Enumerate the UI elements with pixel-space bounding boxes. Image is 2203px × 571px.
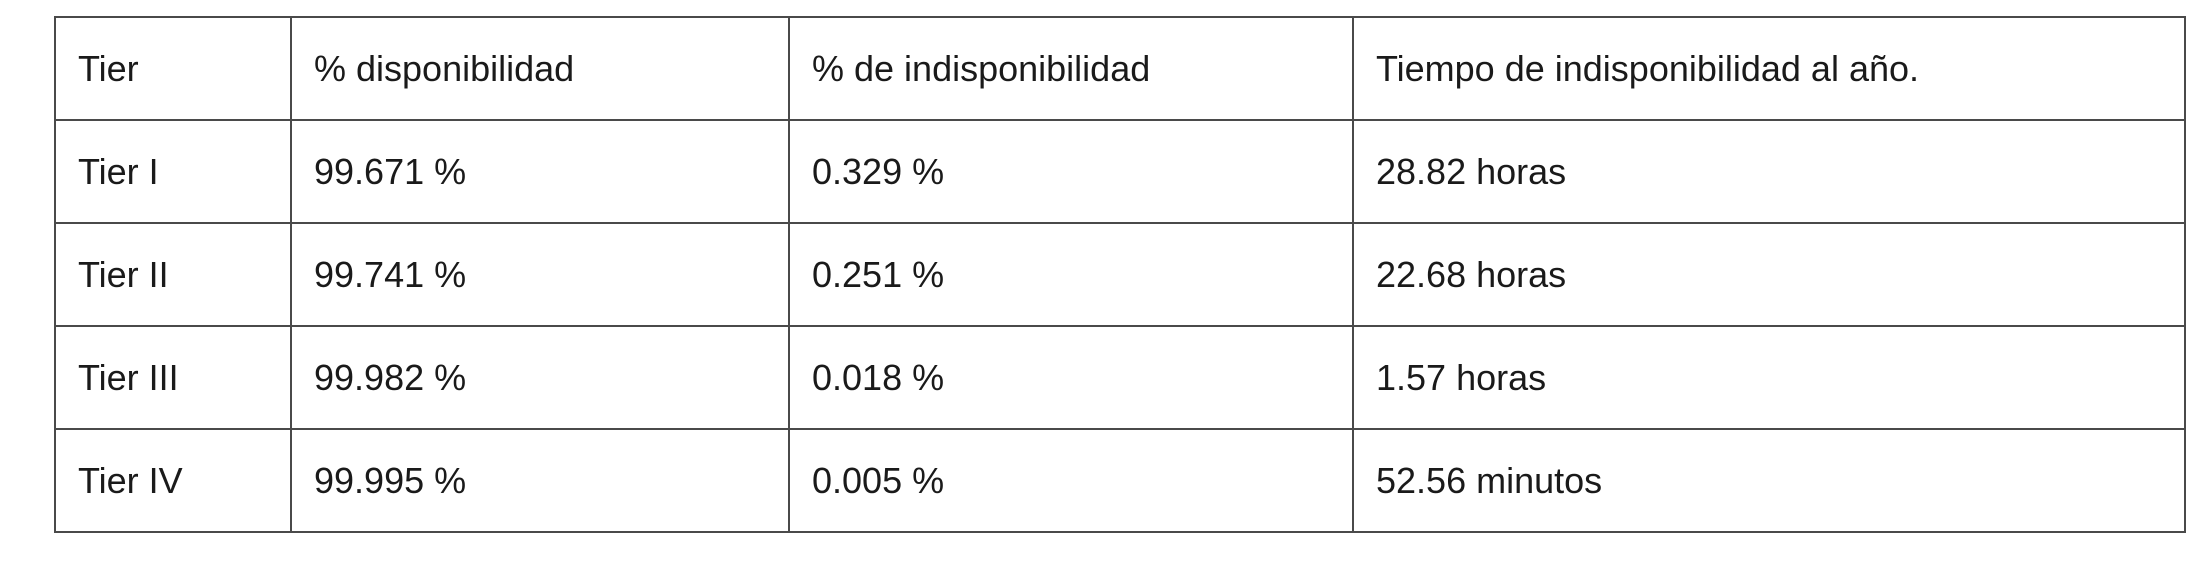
table-header-row: Tier % disponibilidad % de indisponibili…	[54, 16, 2186, 121]
table-row: Tier IV 99.995 % 0.005 % 52.56 minutos	[54, 428, 2186, 533]
tier-cell: Tier IV	[54, 428, 292, 533]
availability-cell: 99.671 %	[290, 119, 790, 224]
tier-availability-table-container: Tier % disponibilidad % de indisponibili…	[54, 16, 2186, 533]
downtime-cell: 1.57 horas	[1352, 325, 2186, 430]
tier-availability-table: Tier % disponibilidad % de indisponibili…	[54, 16, 2186, 533]
availability-cell: 99.982 %	[290, 325, 790, 430]
unavailability-cell: 0.018 %	[788, 325, 1354, 430]
availability-cell: 99.995 %	[290, 428, 790, 533]
table-row: Tier III 99.982 % 0.018 % 1.57 horas	[54, 325, 2186, 430]
header-cell-downtime: Tiempo de indisponibilidad al año.	[1352, 16, 2186, 121]
header-cell-unavailability: % de indisponibilidad	[788, 16, 1354, 121]
downtime-cell: 52.56 minutos	[1352, 428, 2186, 533]
availability-cell: 99.741 %	[290, 222, 790, 327]
downtime-cell: 22.68 horas	[1352, 222, 2186, 327]
table-row: Tier I 99.671 % 0.329 % 28.82 horas	[54, 119, 2186, 224]
unavailability-cell: 0.329 %	[788, 119, 1354, 224]
table-row: Tier II 99.741 % 0.251 % 22.68 horas	[54, 222, 2186, 327]
header-cell-tier: Tier	[54, 16, 292, 121]
unavailability-cell: 0.005 %	[788, 428, 1354, 533]
tier-cell: Tier II	[54, 222, 292, 327]
tier-cell: Tier III	[54, 325, 292, 430]
tier-cell: Tier I	[54, 119, 292, 224]
downtime-cell: 28.82 horas	[1352, 119, 2186, 224]
unavailability-cell: 0.251 %	[788, 222, 1354, 327]
header-cell-availability: % disponibilidad	[290, 16, 790, 121]
